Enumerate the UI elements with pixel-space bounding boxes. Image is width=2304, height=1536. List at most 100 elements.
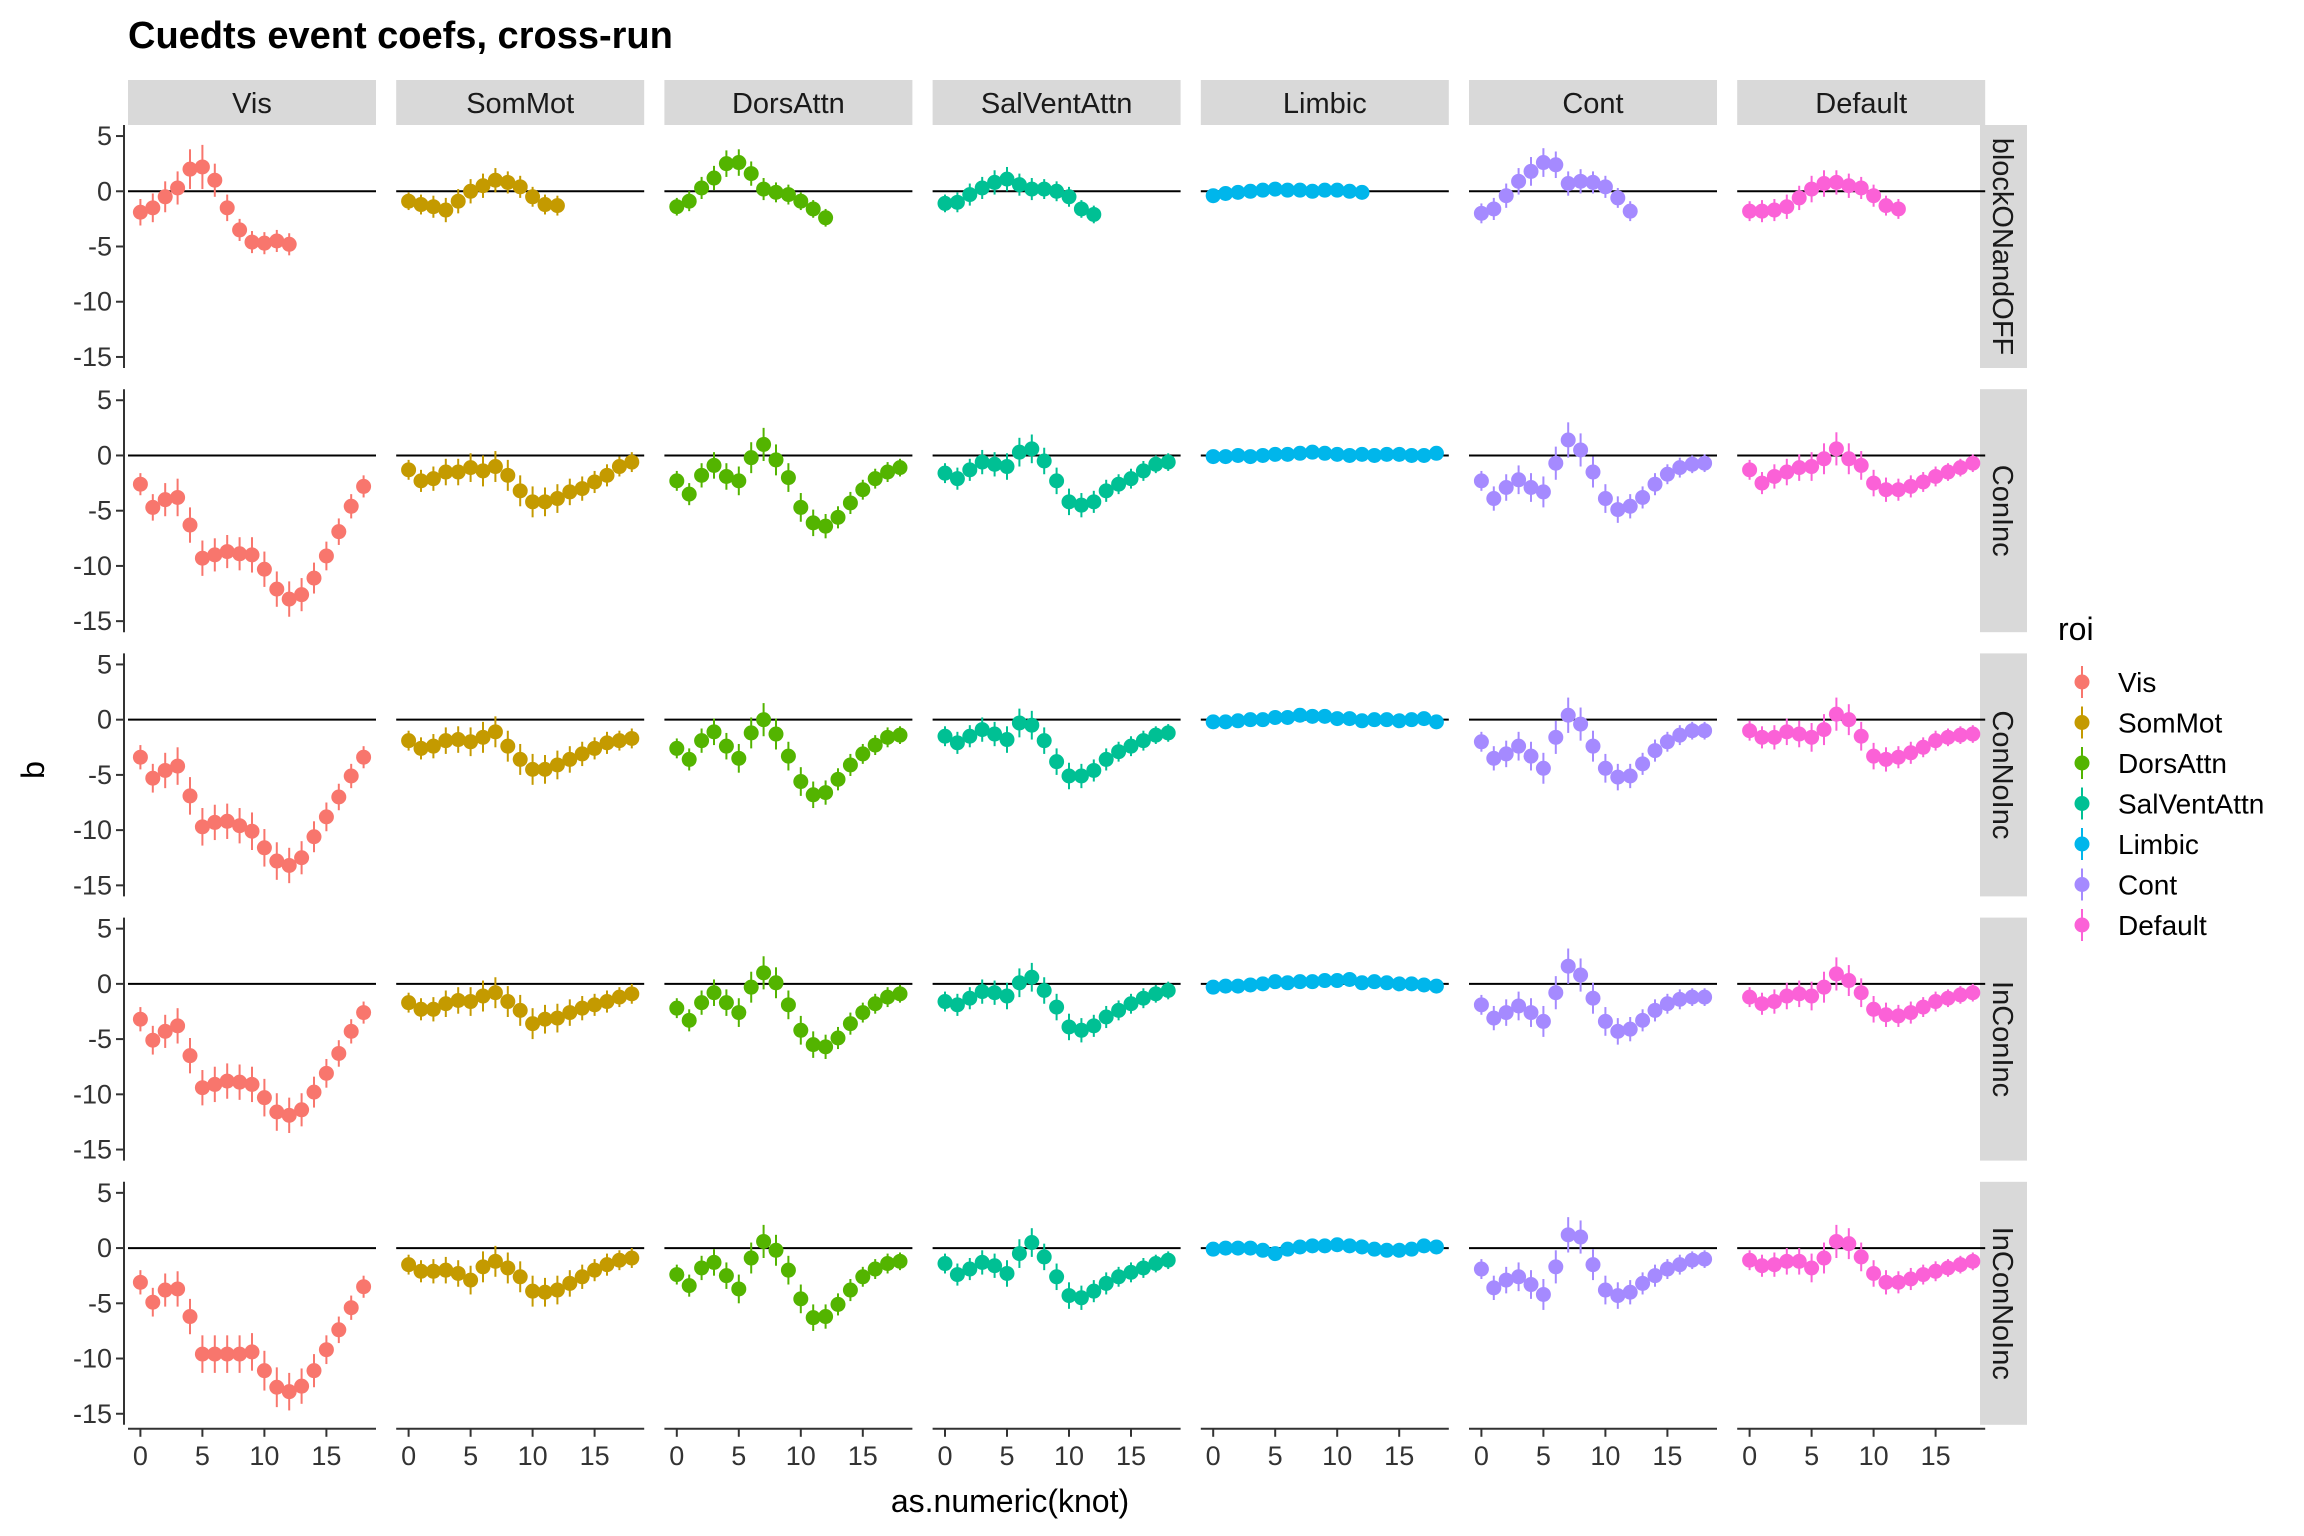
series-blockonandoff-dorsattn: [669, 149, 834, 227]
data-point: [949, 735, 965, 751]
data-point: [182, 1048, 198, 1064]
data-point: [1672, 460, 1688, 476]
data-point: [1342, 711, 1358, 727]
data-point: [145, 1032, 161, 1048]
y-tick-label: -10: [73, 551, 112, 581]
data-point: [756, 436, 772, 452]
data-point: [356, 478, 372, 494]
data-point: [1404, 976, 1420, 992]
data-point: [1135, 990, 1151, 1006]
data-point: [1511, 472, 1527, 488]
data-point: [1647, 476, 1663, 492]
data-point: [818, 1039, 834, 1055]
data-point: [232, 818, 248, 834]
data-point: [1890, 1008, 1906, 1024]
data-point: [1697, 455, 1713, 471]
data-point: [256, 235, 272, 251]
data-point: [1329, 446, 1345, 462]
data-point: [1804, 459, 1820, 475]
data-point: [842, 757, 858, 773]
data-point: [1205, 188, 1221, 204]
y-tick-label: -5: [88, 760, 112, 790]
data-point: [611, 733, 627, 749]
data-point: [1280, 446, 1296, 462]
legend-item-dorsattn: DorsAttn: [2074, 747, 2227, 779]
y-tick-label: -10: [73, 287, 112, 317]
data-point: [1160, 725, 1176, 741]
data-point: [318, 809, 334, 825]
data-point: [1061, 1019, 1077, 1035]
data-point: [1779, 199, 1795, 215]
data-point: [669, 1267, 685, 1283]
data-point: [413, 197, 429, 213]
legend-label: Vis: [2118, 667, 2156, 698]
data-point: [1535, 1013, 1551, 1029]
data-point: [1597, 491, 1613, 507]
data-point: [487, 459, 503, 475]
data-point: [1205, 714, 1221, 730]
data-point: [1804, 1260, 1820, 1276]
data-point: [219, 813, 235, 829]
data-point: [401, 733, 417, 749]
strip-row-label: ConInc: [1986, 465, 2018, 557]
data-point: [1672, 1257, 1688, 1273]
data-point: [244, 823, 260, 839]
x-axis-dorsattn: 0 5 10 15: [664, 1427, 913, 1471]
data-point: [880, 729, 896, 745]
data-point: [1073, 1290, 1089, 1306]
data-point: [1242, 977, 1258, 993]
data-point: [1428, 445, 1444, 461]
data-point: [1329, 182, 1345, 198]
data-point: [1940, 729, 1956, 745]
data-point: [1280, 1241, 1296, 1257]
data-point: [1366, 1241, 1382, 1257]
data-point: [1841, 973, 1857, 989]
y-tick-label: -15: [73, 606, 112, 636]
data-point: [1148, 986, 1164, 1002]
data-point: [587, 474, 603, 490]
legend-item-vis: Vis: [2074, 666, 2156, 698]
data-point: [269, 1104, 285, 1120]
data-point: [232, 1346, 248, 1362]
data-point: [170, 180, 186, 196]
data-point: [244, 234, 260, 250]
series-coninc-default: [1742, 432, 1981, 502]
data-point: [880, 464, 896, 480]
data-point: [450, 992, 466, 1008]
data-point: [1391, 1242, 1407, 1258]
data-point: [537, 494, 553, 510]
data-point: [1329, 1237, 1345, 1253]
data-point: [294, 1378, 310, 1394]
data-point: [892, 986, 908, 1002]
series-inconnoinc-vis: [132, 1270, 372, 1411]
x-tick-label: 10: [249, 1441, 279, 1471]
series-inconinc-salventattn: [937, 962, 1176, 1043]
data-point: [624, 730, 640, 746]
data-point: [962, 728, 978, 744]
data-point: [669, 1000, 685, 1016]
data-point: [244, 1076, 260, 1092]
data-point: [1915, 999, 1931, 1015]
data-point: [818, 785, 834, 801]
data-point: [1255, 447, 1271, 463]
data-point: [1473, 997, 1489, 1013]
data-point: [1292, 445, 1308, 461]
data-point: [842, 495, 858, 511]
data-point: [867, 1261, 883, 1277]
data-point: [1766, 1257, 1782, 1273]
data-point: [1597, 1013, 1613, 1029]
data-point: [194, 159, 210, 175]
data-point: [1342, 447, 1358, 463]
data-point: [587, 1262, 603, 1278]
y-tick-label: 5: [97, 1178, 112, 1208]
data-point: [1853, 457, 1869, 473]
data-point: [294, 587, 310, 603]
data-point: [1742, 989, 1758, 1005]
data-point: [793, 193, 809, 209]
data-point: [145, 770, 161, 786]
legend-key-point: [2074, 796, 2090, 811]
data-point: [1304, 1238, 1320, 1254]
data-point: [157, 1023, 173, 1039]
data-point: [194, 550, 210, 566]
data-point: [892, 727, 908, 743]
